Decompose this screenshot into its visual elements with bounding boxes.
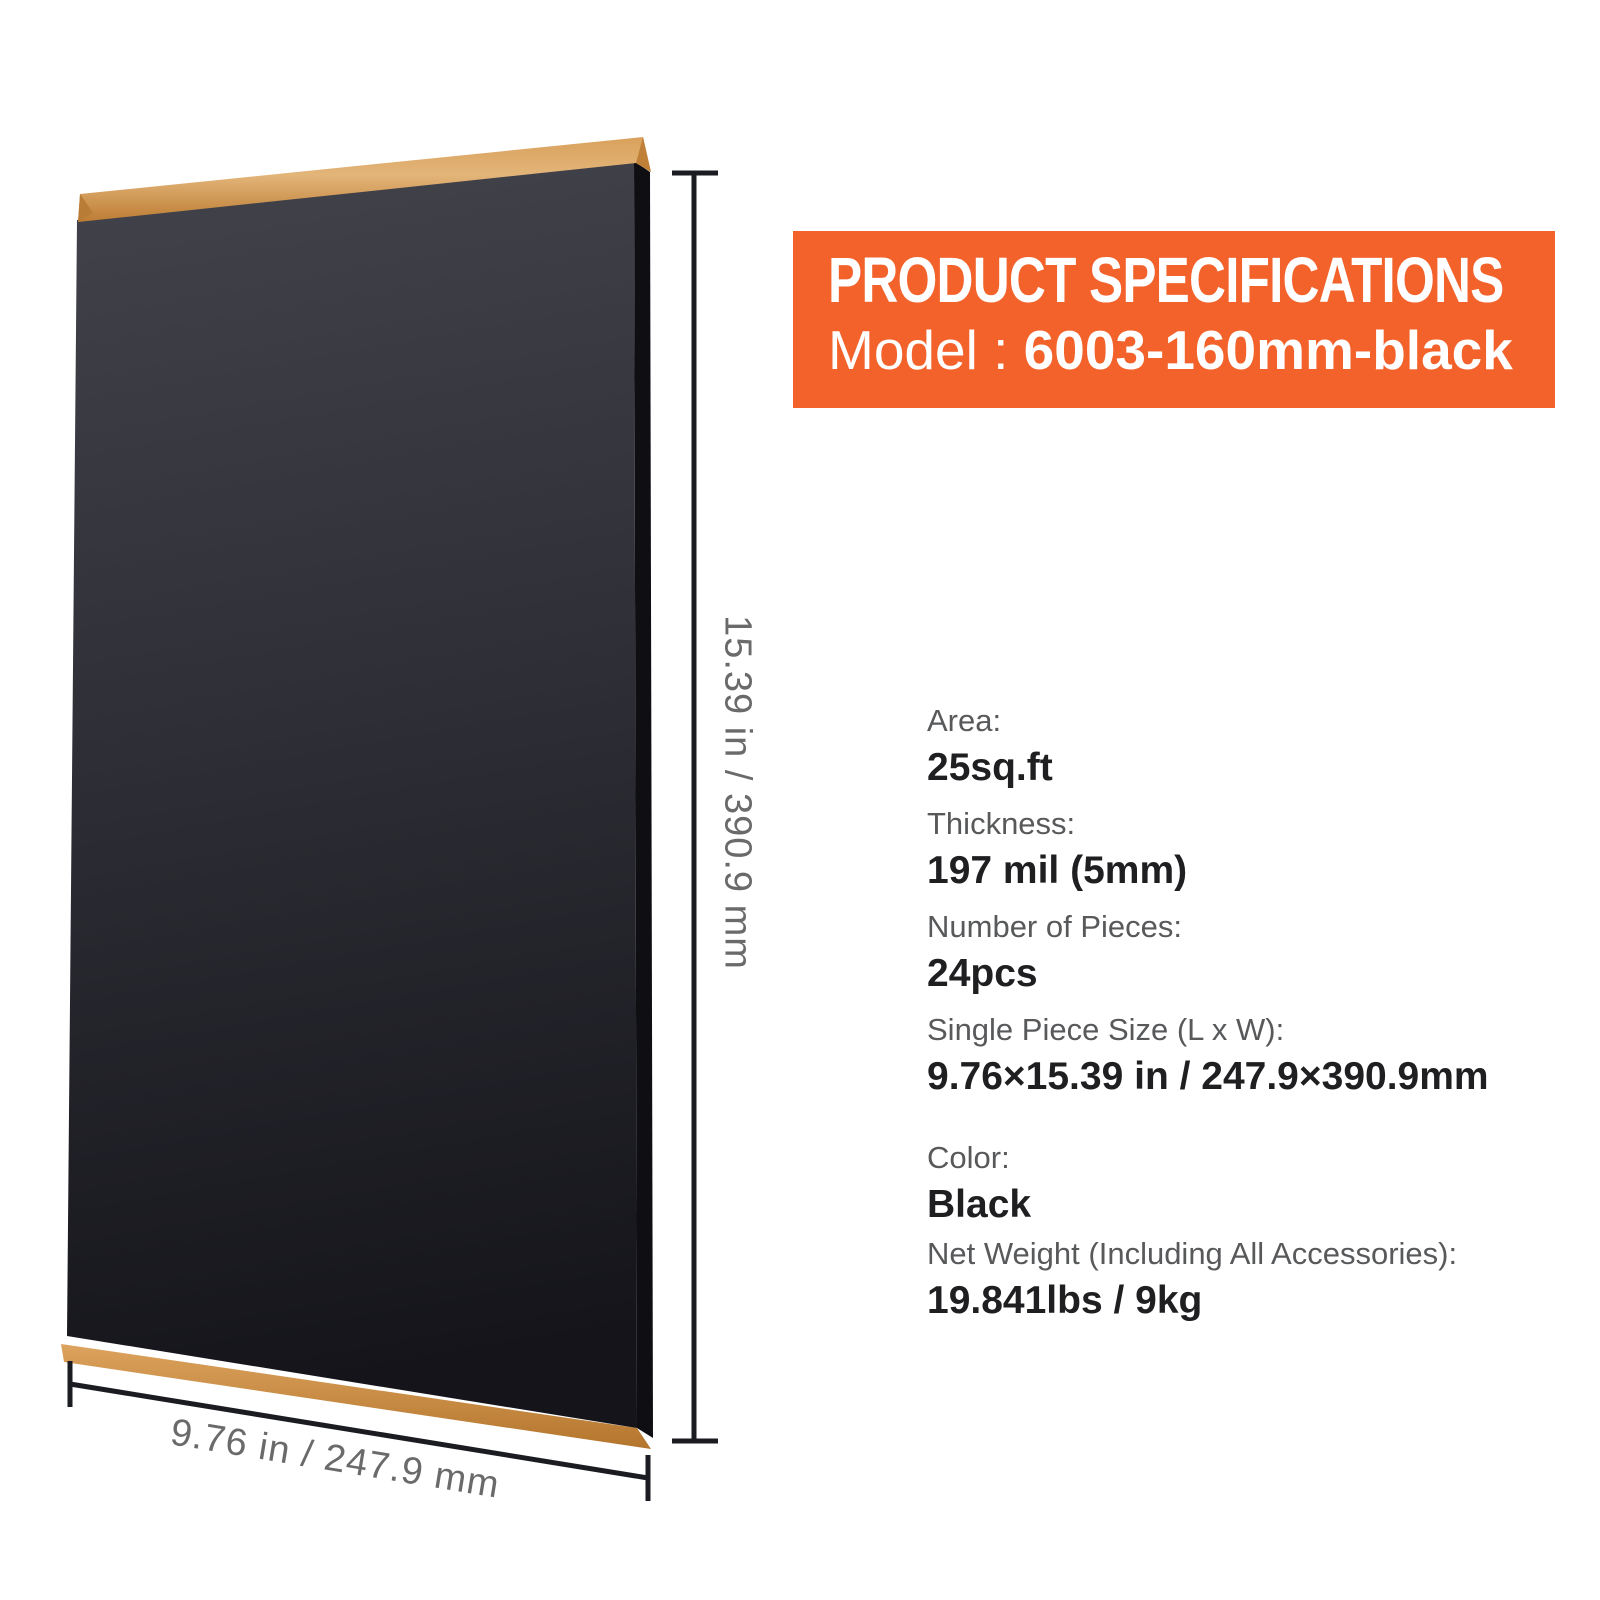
spec-single-piece-size: Single Piece Size (L x W): 9.76×15.39 in… [927, 1012, 1567, 1099]
model-label: Model : [828, 319, 1009, 381]
height-dimension-label: 15.39 in / 390.9 mm [716, 615, 759, 970]
spec-value: 19.841lbs / 9kg [927, 1279, 1203, 1322]
product-panel-illustration [61, 137, 718, 1501]
product-specifications-banner: PRODUCT SPECIFICATIONS Model : 6003-160m… [793, 231, 1555, 408]
height-dimension-line [672, 170, 718, 1444]
spec-area: Area: 25sq.ft [927, 703, 1567, 790]
spec-value: 24pcs [927, 952, 1038, 995]
spec-value: 9.76×15.39 in / 247.9×390.9mm [927, 1055, 1489, 1098]
spec-number-of-pieces: Number of Pieces: 24pcs [927, 909, 1567, 996]
banner-model-line: Model : 6003-160mm-black [828, 319, 1555, 381]
model-value: 6003-160mm-black [1023, 319, 1513, 381]
spec-label: Area: [927, 703, 1002, 738]
spec-value: 197 mil (5mm) [927, 849, 1188, 892]
kraft-paper-top-strip [78, 137, 651, 222]
spec-thickness: Thickness: 197 mil (5mm) [927, 806, 1567, 893]
spec-label: Single Piece Size (L x W): [927, 1012, 1285, 1047]
banner-title: PRODUCT SPECIFICATIONS [828, 244, 1504, 316]
panel-side-face [634, 161, 653, 1438]
spec-label: Color: [927, 1140, 1010, 1175]
kraft-paper-bottom-strip [61, 1344, 651, 1449]
spec-label: Number of Pieces: [927, 909, 1182, 944]
panel-front-face [67, 161, 637, 1428]
spec-label: Net Weight (Including All Accessories): [927, 1236, 1458, 1271]
kraft-paper-fold-right [636, 137, 651, 172]
width-dimension-line [67, 1361, 651, 1501]
kraft-paper-fold [78, 194, 93, 222]
spec-label: Thickness: [927, 806, 1076, 841]
spec-color: Color: Black [927, 1140, 1567, 1227]
spec-value: Black [927, 1183, 1032, 1226]
spec-net-weight: Net Weight (Including All Accessories): … [927, 1236, 1567, 1323]
spec-value: 25sq.ft [927, 746, 1053, 789]
